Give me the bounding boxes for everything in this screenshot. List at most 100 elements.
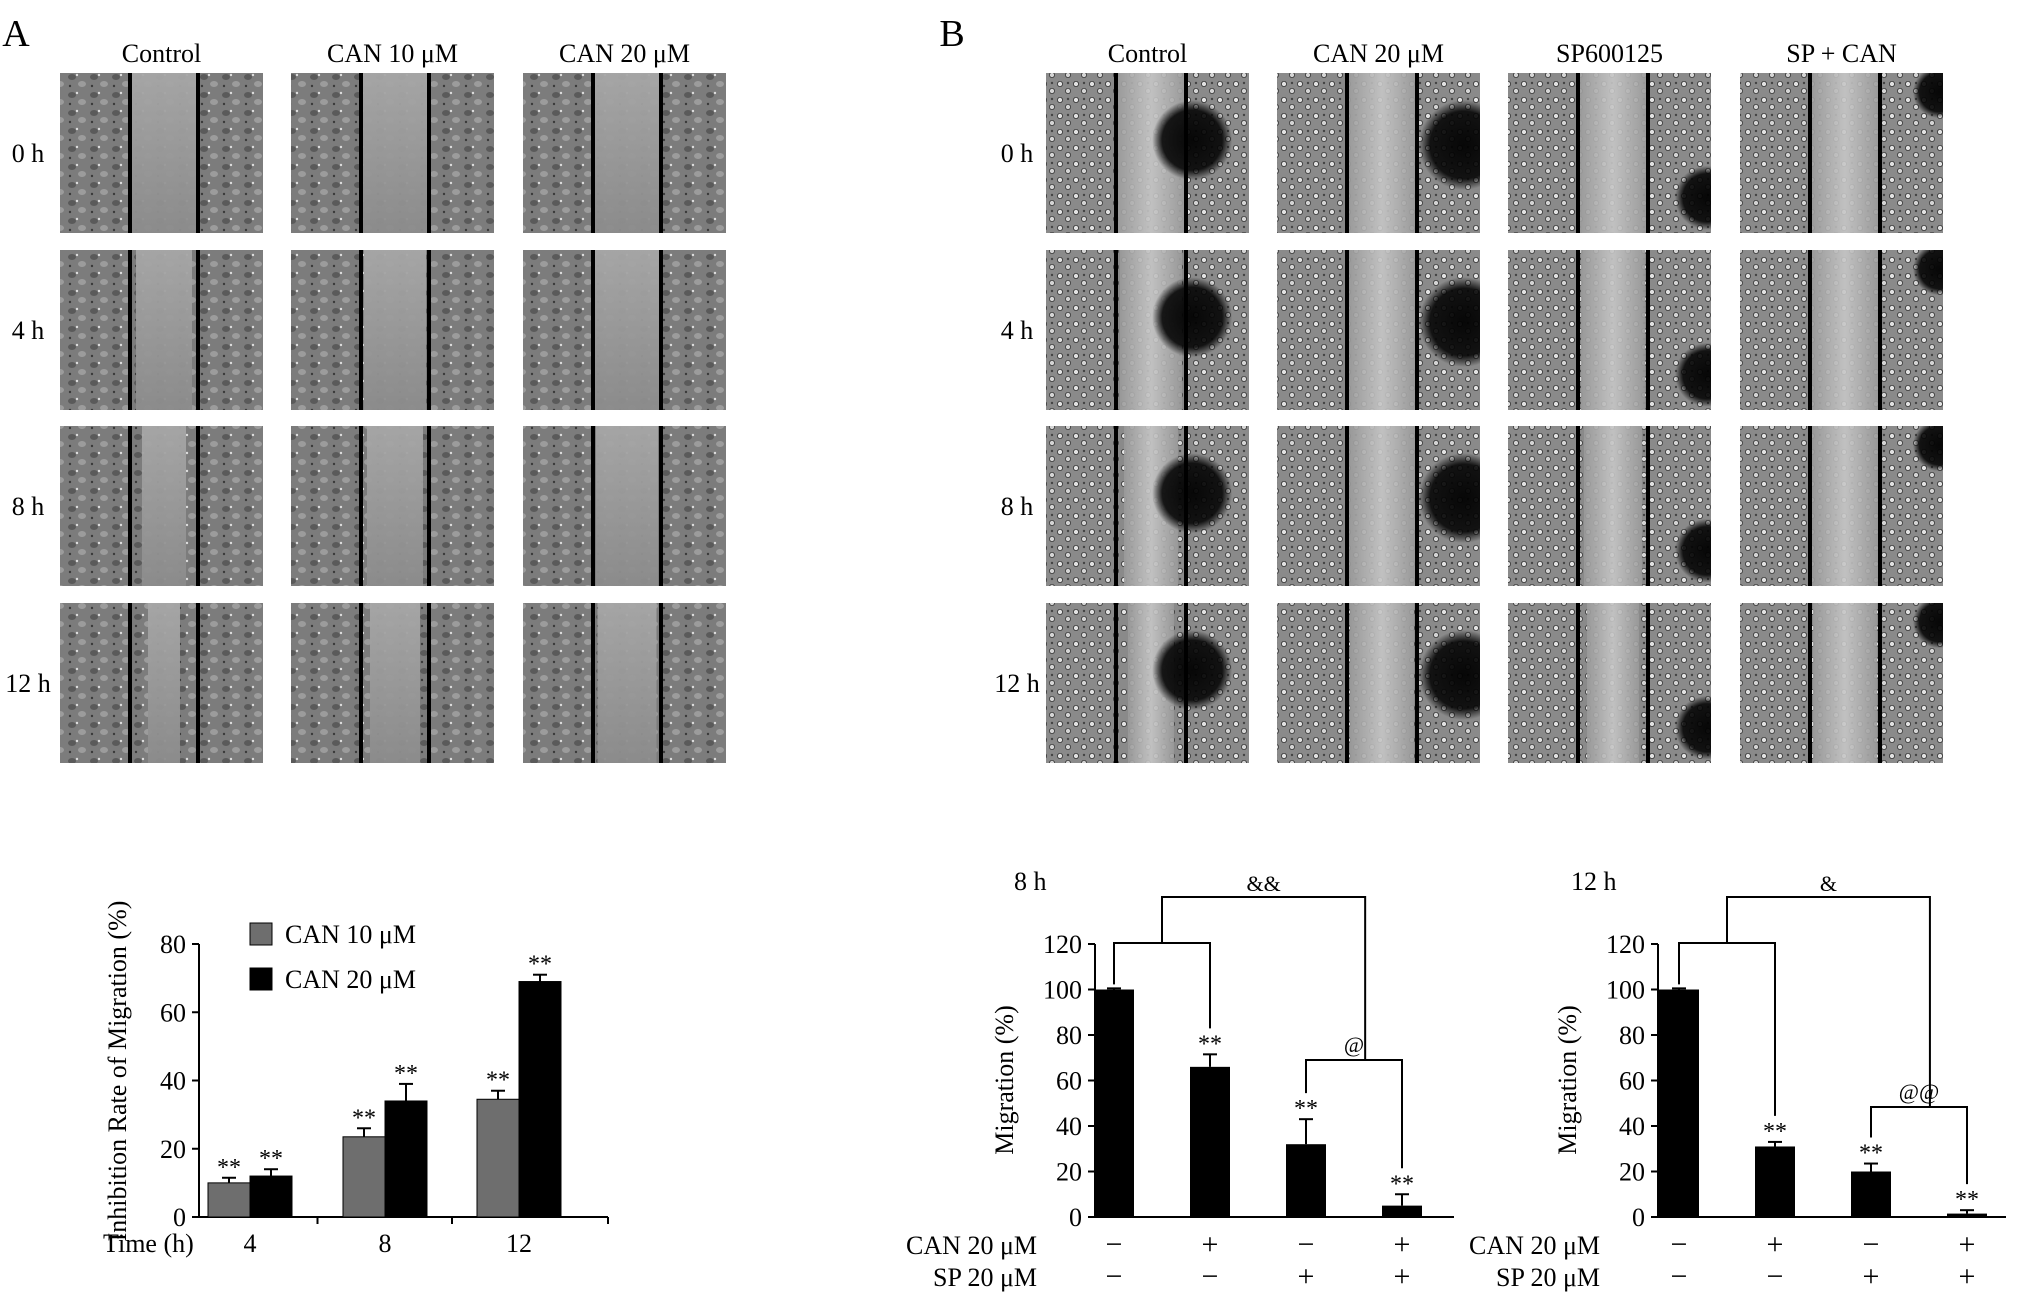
bracket-label: @ [1344,1032,1364,1057]
reference-line [1345,603,1349,763]
panel-labels: A Control CAN 10 μM CAN 20 μM 0 h 4 h 8 h 12 h B… [2,13,1897,698]
micrograph-b [1740,73,1943,233]
condition-label: SP 20 μM [1496,1263,1600,1292]
y-tick-label: 20 [160,1135,186,1164]
y-tick-label: 100 [1043,976,1082,1005]
significance-label: ** [259,1146,283,1172]
comparison-bracket [1161,896,1367,1060]
condition-mark: + [1394,1228,1411,1261]
reference-line [1415,73,1419,233]
bar [342,1136,386,1218]
x-axis-label: Time (h) [103,1229,194,1258]
reference-line [1114,250,1118,410]
micrograph-a [291,73,494,233]
reference-line [1114,426,1118,586]
micrograph-b [1508,250,1711,410]
scratch-gap [1584,426,1642,586]
reference-line [128,426,132,586]
micrograph-a [523,426,726,586]
condition-mark: + [1202,1228,1219,1261]
reference-line [1184,250,1188,410]
y-tick-label: 120 [1606,930,1645,959]
reference-line [1878,603,1882,763]
scratch-gap [596,426,658,586]
bar [1659,989,1699,1217]
dark-artifact [1152,100,1233,181]
panel-a-column-label: CAN 20 μM [559,39,690,68]
reference-line [1646,426,1650,586]
reference-line [1184,603,1188,763]
micrograph-a [60,426,263,586]
bracket-label: & [1820,871,1837,896]
dark-artifact [1674,518,1711,583]
panel-b-row-label: 8 h [1001,492,1034,521]
reference-line [1345,250,1349,410]
panel-a-letter: A [2,13,30,55]
dark-artifact [1418,630,1480,720]
significance-label: ** [1294,1096,1318,1122]
x-tick-label: 12 [506,1229,532,1258]
condition-mark: + [1767,1228,1784,1261]
significance-label: ** [1859,1141,1883,1167]
panel-b-row-label: 12 h [994,669,1040,698]
reference-line [1646,603,1650,763]
reference-line [659,250,663,410]
bar [384,1100,428,1218]
micrograph-b [1046,426,1249,586]
scratch-gap [367,426,423,586]
condition-mark: + [1959,1228,1976,1261]
panel-b-column-label: SP600125 [1556,39,1663,68]
scratch-gap [148,603,180,763]
micrograph-b [1046,73,1249,233]
legend-swatch [249,922,273,946]
reference-line [1878,426,1882,586]
y-tick-label: 80 [1056,1021,1082,1050]
reference-line [1345,426,1349,586]
condition-mark: + [1959,1260,1976,1293]
reference-line [128,250,132,410]
y-tick-label: 0 [1632,1203,1645,1232]
bracket-label: @@ [1899,1079,1940,1104]
y-tick-label: 120 [1043,930,1082,959]
chart-title: 12 h [1571,867,1617,896]
reference-line [591,250,595,410]
bar [249,1175,293,1218]
micrograph-b [1740,426,1943,586]
significance-label: ** [394,1061,418,1087]
condition-mark: − [1671,1260,1688,1293]
scratch-gap [364,250,426,410]
y-axis-label: Migration (%) [1553,1005,1582,1154]
micrograph-b [1277,603,1480,763]
reference-line [1808,426,1812,586]
condition-mark: − [1202,1260,1219,1293]
panel-a-row-label: 0 h [12,139,45,168]
reference-line [1415,250,1419,410]
y-axis-label: Migration (%) [990,1005,1019,1154]
significance-label: ** [1390,1171,1414,1197]
condition-mark: − [1298,1228,1315,1261]
y-tick-label: 60 [160,998,186,1027]
y-tick-label: 40 [1056,1112,1082,1141]
reference-line [1646,73,1650,233]
bracket-label: && [1246,871,1280,896]
reference-line [591,426,595,586]
scratch-gap [1811,250,1879,410]
micrograph-grids [60,73,1943,763]
dark-artifact [1912,73,1943,119]
panel-b-column-label: SP + CAN [1786,39,1897,68]
condition-mark: − [1671,1228,1688,1261]
reference-line [1415,426,1419,586]
condition-mark: + [1298,1260,1315,1293]
micrograph-b [1046,250,1249,410]
reference-line [196,426,200,586]
dark-artifact [1152,453,1233,534]
comparison-bracket [1305,1059,1403,1169]
condition-label: CAN 20 μM [906,1231,1037,1260]
micrograph-a [291,426,494,586]
bar [518,981,562,1218]
y-axis-label: Inhibition Rate of Migration (%) [103,901,132,1242]
scratch-gap [1578,73,1648,233]
reference-line [128,603,132,763]
condition-label: SP 20 μM [933,1263,1037,1292]
scratch-gap [1581,250,1645,410]
